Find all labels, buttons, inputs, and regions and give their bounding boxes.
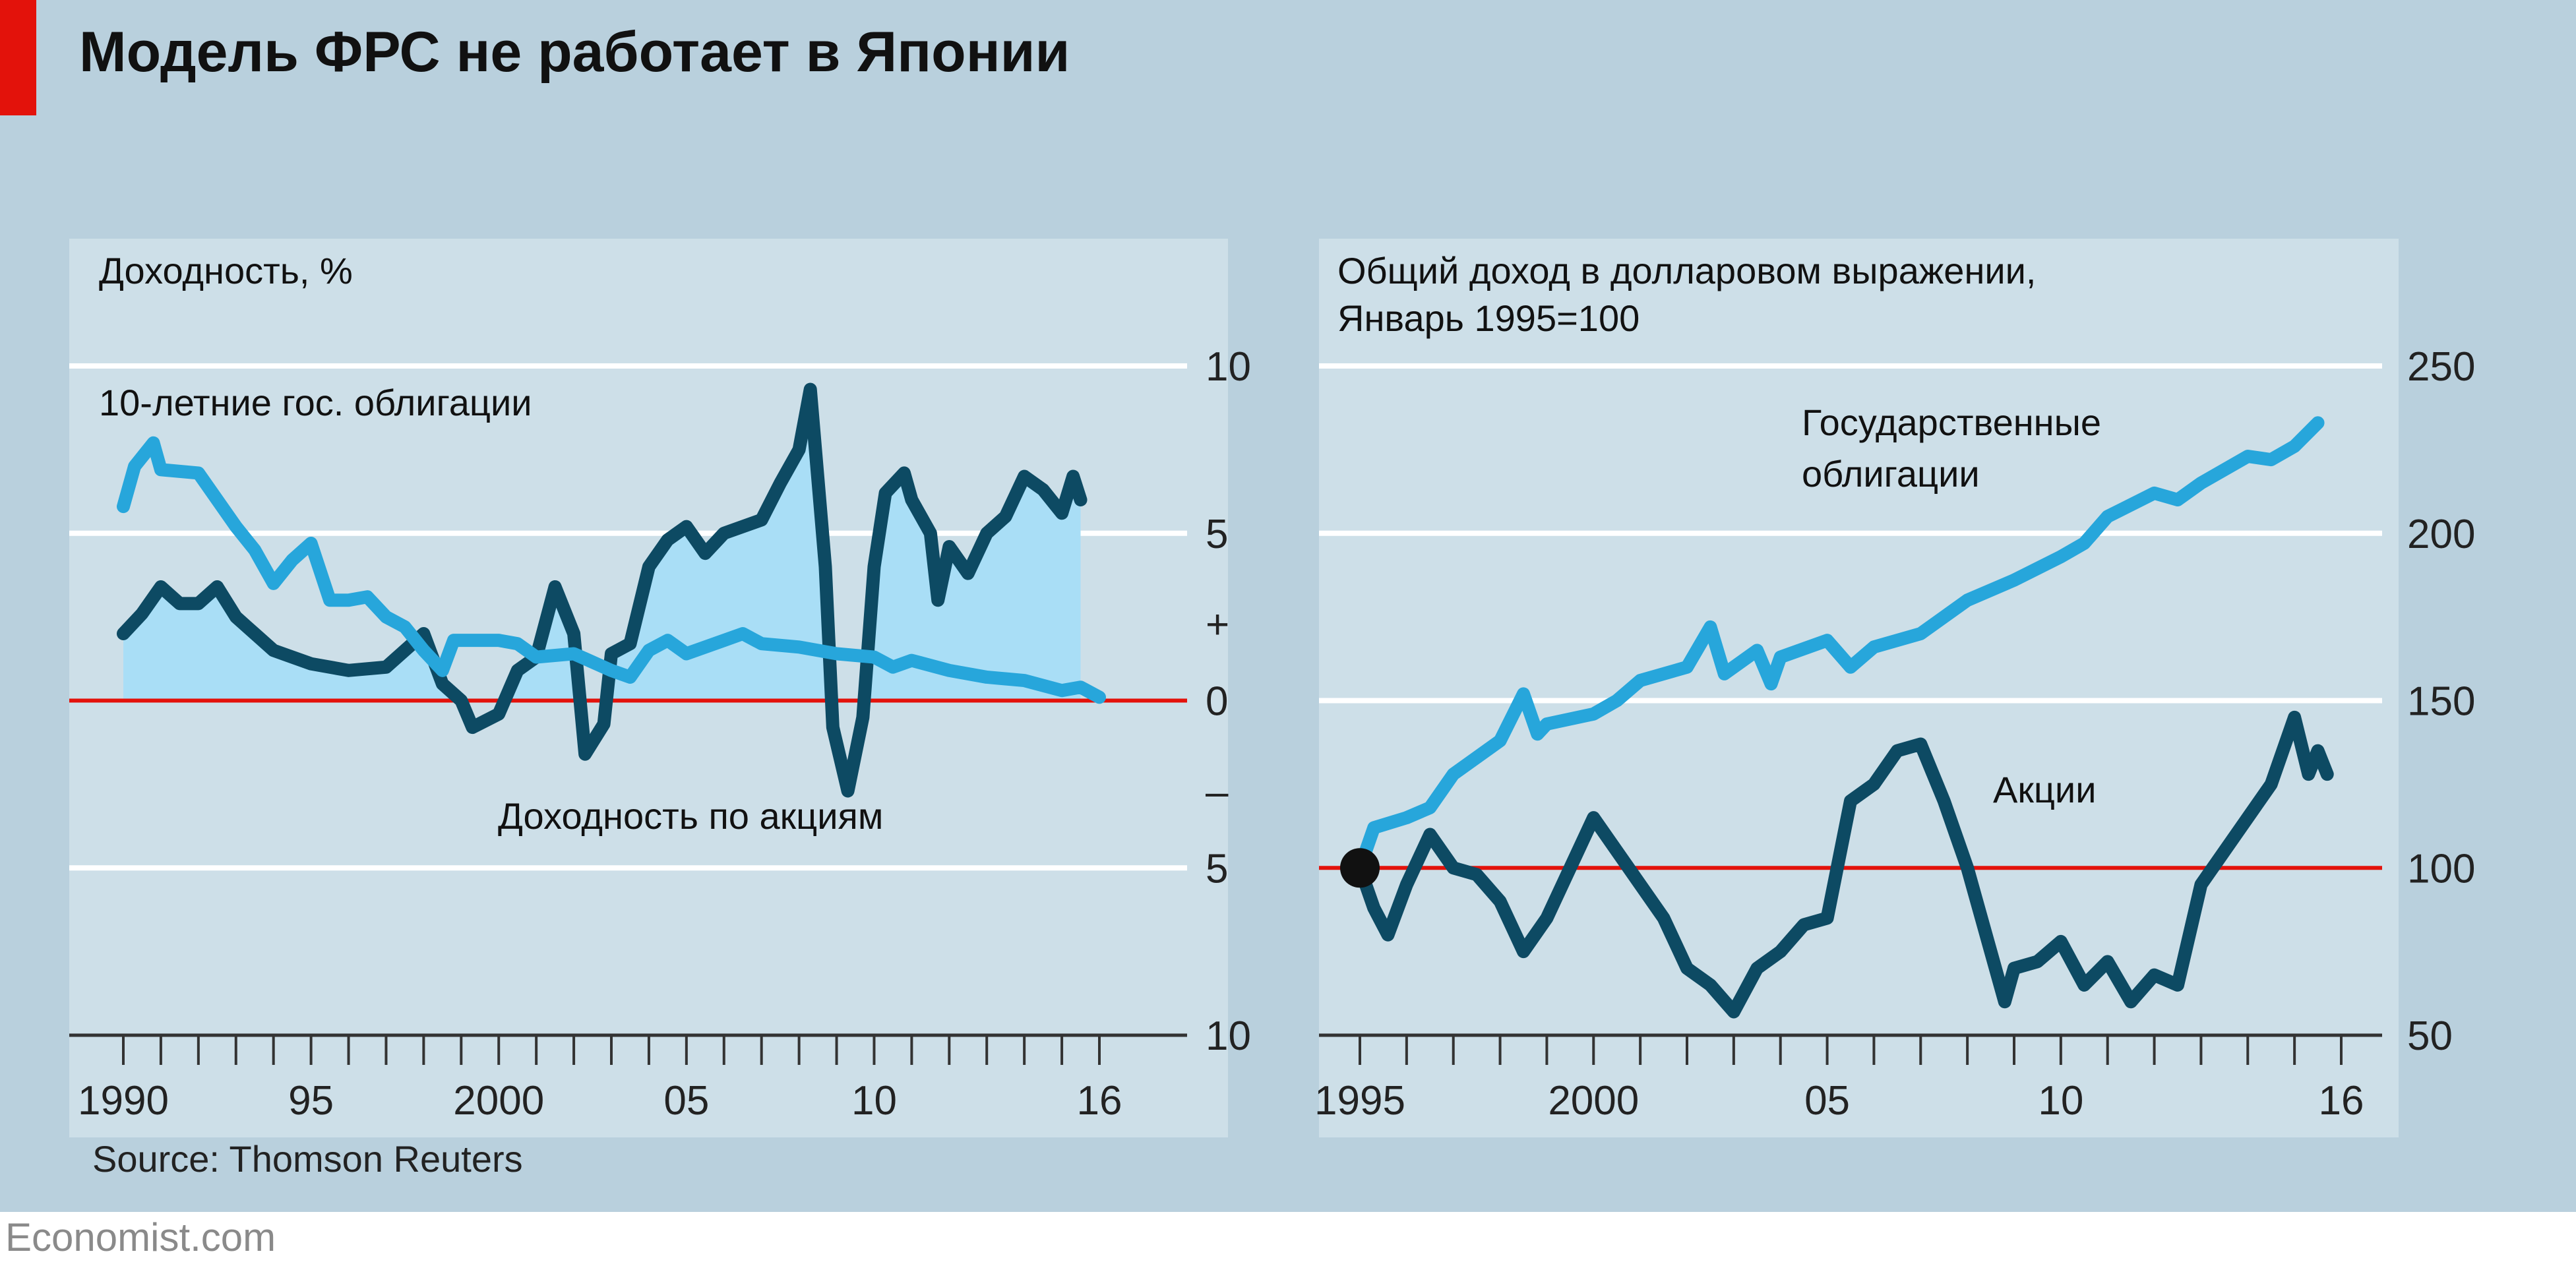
x-tick-label: 10	[851, 1078, 897, 1124]
y-tick-label: 150	[2407, 679, 2475, 725]
y-tick-label: 5	[1206, 512, 1228, 557]
y-tick-label: –	[1206, 769, 1229, 815]
x-tick-label: 2000	[1548, 1078, 1639, 1124]
x-tick-label: 10	[2038, 1078, 2083, 1124]
x-tick-label: 16	[1077, 1078, 1122, 1124]
right-chart-title: Общий доход в долларовом выражении,	[1337, 250, 2037, 291]
y-tick-label: 10	[1206, 1013, 1251, 1059]
x-tick-label: 1990	[78, 1078, 169, 1124]
stocks-label: Акции	[1993, 769, 2097, 810]
stocks-series-line	[117, 382, 1088, 798]
source-note: Source: Thomson Reuters	[92, 1138, 523, 1180]
right-chart-panel	[1319, 239, 2399, 1137]
y-tick-label: 10	[1206, 344, 1251, 390]
footer-brand: Economist.com	[5, 1215, 276, 1259]
gov-bonds-label-2: облигации	[1802, 453, 1980, 495]
footer-strip: Economist.com	[0, 1212, 2576, 1266]
x-tick-label: 16	[2319, 1078, 2364, 1124]
stock-yield-label: Доходность по акциям	[498, 795, 884, 837]
stocks-series-line	[1353, 710, 2334, 1019]
x-tick-label: 95	[288, 1078, 334, 1124]
bonds-series-line	[117, 436, 1106, 704]
y-tick-label: 200	[2407, 512, 2475, 557]
x-tick-label: 2000	[453, 1078, 544, 1124]
x-tick-label: 05	[663, 1078, 709, 1124]
x-tick-label: 05	[1804, 1078, 1850, 1124]
bonds-yield-label: 10-летние гос. облигации	[99, 382, 532, 423]
y-tick-label: 0	[1206, 679, 1228, 725]
gov-bonds-label: Государственные	[1802, 402, 2101, 443]
y-tick-label: 5	[1206, 846, 1228, 891]
right-chart-subtitle: Январь 1995=100	[1337, 297, 1640, 339]
y-tick-label: 100	[2407, 846, 2475, 891]
y-tick-label: +	[1206, 602, 1229, 648]
y-tick-label: 50	[2407, 1013, 2453, 1059]
left-chart-title: Доходность, %	[99, 250, 353, 291]
page-title: Модель ФРС не работает в Японии	[79, 20, 1070, 84]
stock-yield-area	[123, 389, 1081, 701]
brand-red-bar	[0, 0, 36, 115]
base-point-marker	[1340, 848, 1380, 888]
x-tick-label: 1995	[1314, 1078, 1405, 1124]
bonds-series-line	[1353, 416, 2325, 875]
y-tick-label: 250	[2407, 344, 2475, 390]
